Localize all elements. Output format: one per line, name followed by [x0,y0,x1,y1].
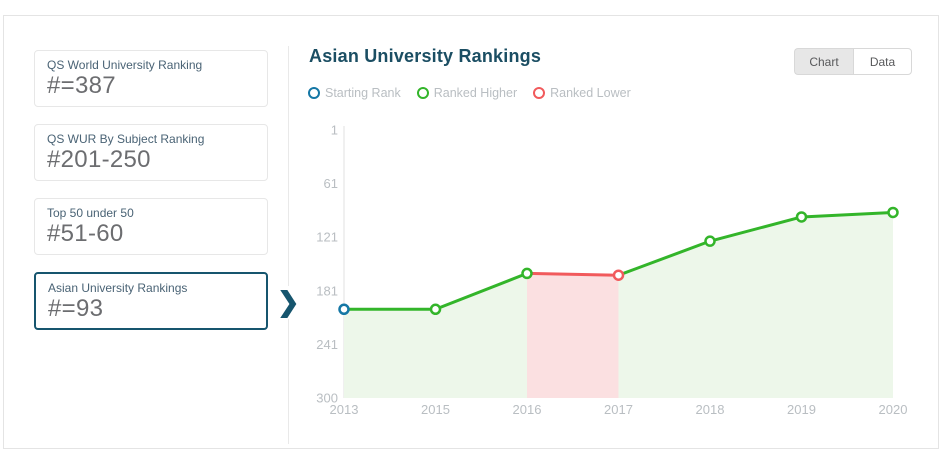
x-axis-label-2015: 2015 [421,402,450,417]
chart-area-fill-lower [527,273,619,398]
y-axis-label-241: 241 [316,337,338,352]
x-axis-label-2013: 2013 [330,402,359,417]
view-toggle-chart-button[interactable]: Chart [794,48,853,75]
y-axis-label-300: 300 [316,391,338,406]
x-axis-label-2019: 2019 [787,402,816,417]
view-toggle-data-button[interactable]: Data [853,48,912,75]
chart-point-2013[interactable] [338,303,350,316]
x-axis-label-2020: 2020 [879,402,908,417]
chart-point-2019[interactable] [795,211,808,223]
legend-label: Ranked Lower [550,86,631,100]
chart-area-fill-higher [801,212,893,398]
chart-line-segment-2016-2017 [525,271,620,277]
legend-marker-icon [533,87,546,99]
chart-point-2018[interactable] [704,235,716,247]
chart-line-segment-2017-2018 [617,239,712,277]
chart-line-segment-2018-2019 [708,215,803,243]
chart-point-2015[interactable] [429,303,442,316]
x-axis-label-2016: 2016 [513,402,542,417]
ranking-card-3[interactable]: Top 50 under 50 #51-60 [34,198,268,255]
sidebar-divider [288,46,289,444]
legend-marker-icon [308,87,320,99]
legend-item-1: Starting Rank [308,86,401,100]
chart-point-2017[interactable] [612,269,625,281]
x-axis-label-2017: 2017 [604,402,633,417]
ranking-card-label: Top 50 under 50 [47,206,134,220]
ranking-card-label: QS World University Ranking [47,58,203,72]
ranking-card-2[interactable]: QS WUR By Subject Ranking #201-250 [34,124,268,181]
ranking-card-label: Asian University Rankings [48,281,188,295]
ranking-card-value: #51-60 [47,220,124,247]
legend-label: Ranked Higher [433,86,518,100]
ranking-card-value: #201-250 [47,146,151,173]
x-axis-label-2018: 2018 [696,402,725,417]
chart-area-fill-higher [435,273,527,398]
ranking-card-1[interactable]: QS World University Ranking #=387 [34,50,268,107]
chart-point-2020[interactable] [887,206,899,219]
legend-item-2: Ranked Higher [416,86,518,100]
y-axis-label-121: 121 [316,230,338,245]
chart-area-fill-higher [618,241,710,398]
legend-label: Starting Rank [325,86,401,100]
ranking-card-label: QS WUR By Subject Ranking [47,132,205,146]
selected-ranking-chevron-icon: ❯ [275,286,302,319]
rankings-sidebar: QS World University Ranking #=387 QS WUR B… [34,50,268,330]
chart-point-2016[interactable] [521,267,533,280]
ranking-card-value: #=387 [47,72,116,99]
legend-marker-icon [416,87,429,99]
chart-area-fill-higher [344,309,436,398]
ranking-card-4[interactable]: Asian University Rankings #=93 [34,272,268,330]
view-toggle: Chart Data [794,48,912,75]
chart-line-segment-2015-2016 [434,271,529,311]
y-axis-label-1: 1 [331,123,338,138]
legend-item-3: Ranked Lower [533,86,631,100]
rankings-panel: QS World University Ranking #=387 QS WUR B… [3,15,939,449]
chart-legend: Starting Rank Ranked Higher Ranked Lower [308,86,631,100]
chart-title: Asian University Rankings [309,46,542,66]
chart-line-segment-2019-2020 [800,210,895,219]
chart-area-fill-higher [710,216,802,398]
y-axis-label-61: 61 [324,176,338,191]
ranking-card-value: #=93 [48,295,104,322]
y-axis-label-181: 181 [316,283,338,298]
